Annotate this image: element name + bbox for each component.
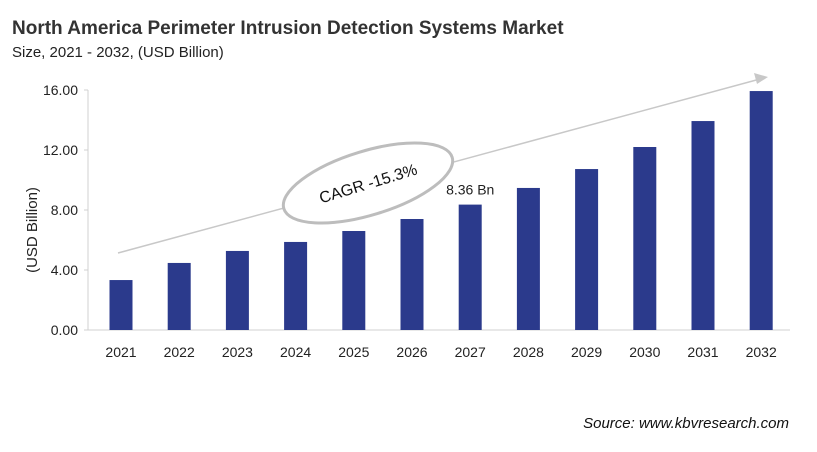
bar-2024 (284, 241, 308, 330)
bar-2025 (342, 231, 366, 330)
cagr-ellipse (281, 141, 455, 225)
source-text: Source: www.kbvresearch.com (583, 415, 789, 432)
x-tick-label: 2029 (571, 344, 602, 360)
bar-2027 (458, 204, 482, 330)
x-tick-label: 2028 (513, 344, 544, 360)
bar-2021 (109, 280, 133, 330)
x-tick-label: 2030 (629, 344, 660, 360)
bar-2032 (749, 91, 773, 330)
data-label: 8.36 Bn (446, 182, 494, 198)
bar-2022 (167, 262, 191, 330)
y-tick-label: 4.00 (51, 262, 78, 278)
x-tick-label: 2031 (687, 344, 718, 360)
x-tick-label: 2025 (338, 344, 369, 360)
bar-2028 (516, 187, 540, 330)
x-tick-label: 2027 (455, 344, 486, 360)
x-tick-label: 2024 (280, 344, 311, 360)
y-tick-label: 0.00 (51, 322, 78, 338)
y-tick-label: 8.00 (51, 202, 78, 218)
bar-2026 (400, 219, 424, 330)
bar-2031 (691, 121, 715, 330)
bar-2030 (633, 147, 657, 330)
y-tick-label: 12.00 (43, 142, 78, 158)
x-tick-label: 2032 (746, 344, 777, 360)
y-axis-label: (USD Billion) (24, 187, 41, 273)
x-tick-label: 2022 (164, 344, 195, 360)
x-tick-label: 2023 (222, 344, 253, 360)
chart-title: North America Perimeter Intrusion Detect… (12, 18, 564, 39)
bar-2023 (225, 250, 249, 330)
trend-arrow-head (754, 73, 768, 84)
chart-subtitle: Size, 2021 - 2032, (USD Billion) (12, 44, 224, 61)
x-tick-label: 2026 (396, 344, 427, 360)
bar-2029 (575, 169, 599, 330)
y-tick-label: 16.00 (43, 82, 78, 98)
x-tick-label: 2021 (105, 344, 136, 360)
